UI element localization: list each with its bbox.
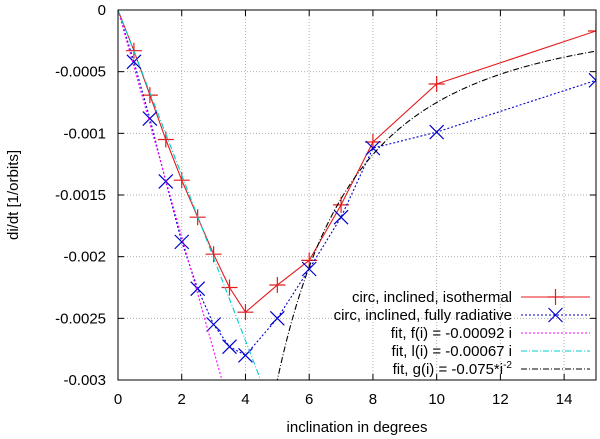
legend-entry-radiative: circ, inclined, fully radiative [334,307,590,324]
plot-area [118,10,596,380]
data-point-1 [301,261,317,277]
legend-sample-radiative [521,307,590,323]
x-tick-label: 8 [369,391,377,408]
legend-label-radiative: circ, inclined, fully radiative [334,307,512,324]
data-point-1 [222,339,237,355]
data-point-0 [428,76,445,92]
x-axis-label: inclination in degrees [287,419,428,436]
data-point-1 [126,54,142,70]
y-tick-labels: 0 -0.0005 -0.001 -0.0015 -0.002 -0.0025 -0.003 [55,2,106,389]
data-point-1 [365,140,381,156]
data-point-0 [205,246,222,263]
legend-label-isothermal: circ, inclined, isothermal [352,289,512,306]
y-tick-label: 0 [98,2,106,19]
data-point-1 [190,281,206,297]
data-point-1 [333,209,349,225]
legend-label-fit-g-exponent: -2 [503,360,512,371]
x-tick-label: 12 [492,391,509,408]
data-point-0 [125,42,142,59]
y-tick-label: -0.0005 [55,64,106,81]
x-tick-label: 6 [305,391,313,408]
series-line-4 [276,50,596,380]
legend-entry-fit-f: fit, f(i) = -0.00092 i [391,325,590,342]
y-tick-label: -0.0015 [55,187,106,204]
data-point-0 [221,279,238,296]
legend-entry-fit-l: fit, l(i) = -0.00067 i [392,343,590,360]
y-tick-label: -0.0025 [55,310,106,327]
legend-sample-isothermal [521,289,590,305]
series-line-3 [118,10,262,380]
data-point-1 [206,317,222,332]
x-tick-label: 10 [428,391,445,408]
legend-marker [548,307,563,323]
series-line-0 [118,10,596,313]
legend-entry-fit-g: fit, g(i) = -0.075*i-2 [393,360,590,378]
x-tick-labels: 0 2 4 6 8 10 12 14 [114,391,573,408]
data-point-1 [588,72,596,88]
legend: circ, inclined, isothermal circ, incline… [334,289,590,378]
legend-entry-isothermal: circ, inclined, isothermal [352,289,590,306]
legend-marker [547,289,564,305]
data-point-1 [142,111,158,126]
data-point-1 [269,310,285,326]
series-line-2 [118,10,223,380]
data-point-0 [237,304,254,321]
data-point-0 [141,87,158,104]
legend-label-fit-l: fit, l(i) = -0.00067 i [392,343,512,360]
legend-label-fit-f: fit, f(i) = -0.00092 i [391,325,512,342]
y-tick-label: -0.001 [63,125,106,142]
x-tick-label: 14 [556,391,573,408]
x-tick-label: 4 [241,391,249,408]
x-tick-label: 0 [114,391,122,408]
legend-label-fit-g: fit, g(i) = -0.075*i-2 [393,360,513,378]
data-point-1 [429,124,445,140]
y-axis-label: di/dt [1/orbits] [5,150,22,240]
data-point-0 [269,277,286,294]
series-group [118,10,596,380]
x-tick-label: 2 [178,391,186,408]
data-point-1 [174,234,190,250]
data-point-0 [588,22,596,39]
y-tick-label: -0.002 [63,249,106,266]
y-tick-label: -0.003 [63,372,106,389]
data-point-1 [238,347,253,363]
legend-label-fit-g-main: fit, g(i) = -0.075*i [393,361,503,378]
axis-ticks [117,9,596,381]
